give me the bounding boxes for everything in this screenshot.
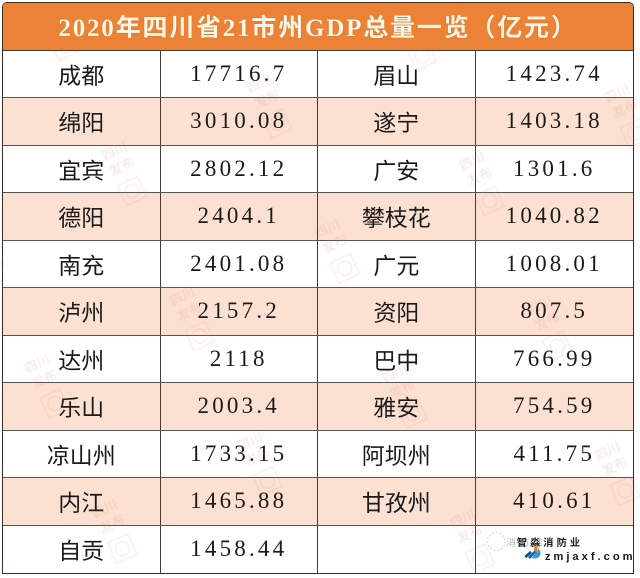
svg-text:智淼消防业: 智淼消防业 — [516, 534, 582, 549]
svg-text:zmjaxf.com: zmjaxf.com — [544, 551, 633, 563]
